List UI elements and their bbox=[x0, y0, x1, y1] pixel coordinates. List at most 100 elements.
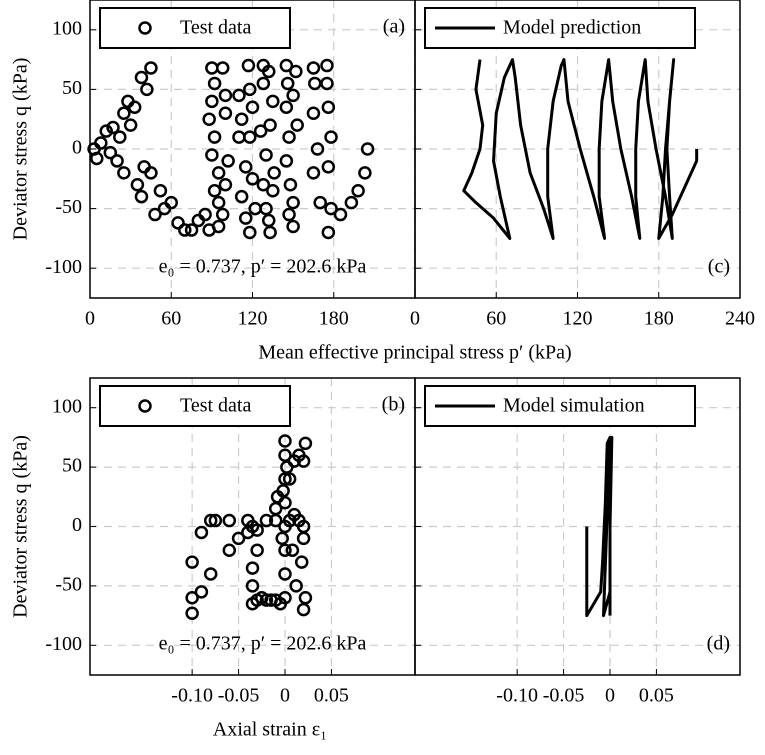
y-tick-label: 100 bbox=[52, 395, 82, 417]
point bbox=[275, 531, 289, 546]
point bbox=[144, 166, 158, 180]
point bbox=[127, 100, 142, 115]
x-tick-label: 180 bbox=[319, 308, 349, 330]
point bbox=[178, 223, 192, 237]
point bbox=[185, 606, 199, 620]
x-tick-label: 240 bbox=[725, 308, 755, 330]
point bbox=[358, 166, 372, 180]
point bbox=[267, 166, 281, 180]
point bbox=[298, 436, 313, 451]
point bbox=[306, 61, 321, 75]
point bbox=[324, 201, 338, 216]
point bbox=[221, 154, 235, 168]
point bbox=[282, 472, 297, 486]
x-tick-label: -0.10 bbox=[496, 685, 538, 707]
point bbox=[94, 136, 108, 150]
point bbox=[90, 151, 104, 166]
point bbox=[211, 166, 226, 180]
point bbox=[211, 219, 226, 234]
legend-label: Test data bbox=[180, 395, 251, 417]
y-tick-label: 0 bbox=[72, 514, 82, 536]
point bbox=[259, 593, 274, 607]
point bbox=[310, 142, 325, 156]
x-tick-label: 0 bbox=[280, 685, 290, 707]
point bbox=[215, 207, 230, 222]
point bbox=[289, 579, 303, 593]
point bbox=[245, 519, 260, 534]
point bbox=[262, 213, 276, 228]
x-axis-label: Mean effective principal stress p′ (kPa) bbox=[258, 342, 571, 364]
point bbox=[296, 454, 311, 468]
point bbox=[198, 207, 212, 222]
point bbox=[185, 555, 199, 569]
point bbox=[243, 130, 257, 144]
legend-box bbox=[99, 385, 291, 427]
point bbox=[270, 490, 285, 504]
point bbox=[238, 211, 253, 225]
point bbox=[279, 58, 294, 73]
point bbox=[282, 207, 296, 222]
point bbox=[184, 223, 199, 237]
point bbox=[320, 76, 334, 91]
point bbox=[278, 591, 292, 605]
x-tick-label: 0 bbox=[605, 685, 615, 707]
point bbox=[134, 189, 149, 204]
point bbox=[185, 591, 199, 605]
annotation: e₀ = 0.737, p′ = 202.6 kPa bbox=[159, 256, 367, 278]
x-tick-label: 0.05 bbox=[314, 685, 349, 707]
point bbox=[285, 543, 300, 558]
y-tick-label: -50 bbox=[55, 196, 82, 218]
panel-label: (c) bbox=[708, 256, 730, 278]
point bbox=[360, 142, 375, 156]
point bbox=[207, 130, 222, 144]
point bbox=[207, 76, 222, 91]
point bbox=[123, 118, 138, 132]
point bbox=[218, 178, 233, 192]
point bbox=[321, 160, 336, 174]
point bbox=[279, 154, 294, 168]
x-tick-label: 60 bbox=[161, 308, 181, 330]
point bbox=[218, 88, 233, 103]
x-tick-label: 0 bbox=[85, 308, 95, 330]
panel-label: (d) bbox=[707, 633, 730, 655]
axes-frame bbox=[414, 377, 741, 676]
point bbox=[110, 154, 124, 168]
point bbox=[306, 106, 321, 120]
y-tick-label: -100 bbox=[45, 256, 82, 278]
legend-label: Model prediction bbox=[503, 17, 641, 39]
point bbox=[286, 195, 300, 210]
y-axis-label: Deviator stress q (kPa) bbox=[10, 58, 32, 241]
point bbox=[241, 58, 256, 73]
line bbox=[462, 58, 699, 240]
y-tick-label: 0 bbox=[72, 137, 82, 159]
axes-frame bbox=[414, 0, 741, 299]
point bbox=[113, 130, 127, 144]
point bbox=[283, 178, 298, 192]
legend-marker bbox=[138, 399, 152, 413]
point bbox=[205, 148, 219, 162]
point bbox=[280, 76, 295, 91]
point bbox=[203, 513, 218, 528]
point bbox=[203, 567, 218, 581]
point bbox=[289, 64, 303, 79]
point bbox=[243, 82, 257, 97]
point bbox=[130, 178, 145, 192]
point bbox=[256, 76, 271, 91]
y-tick-label: -100 bbox=[45, 633, 82, 655]
point bbox=[294, 555, 309, 569]
point bbox=[148, 207, 162, 222]
point bbox=[290, 118, 304, 132]
point bbox=[324, 130, 338, 144]
y-tick-label: 50 bbox=[62, 455, 82, 477]
x-axis-label: Axial strain ε₁ bbox=[213, 719, 327, 741]
point bbox=[103, 145, 118, 160]
point bbox=[259, 148, 273, 162]
x-tick-label: 0 bbox=[410, 308, 420, 330]
panel-label: (a) bbox=[383, 16, 405, 38]
point bbox=[263, 118, 277, 132]
legend-box bbox=[99, 7, 291, 49]
point bbox=[202, 112, 216, 126]
point bbox=[321, 225, 336, 240]
point bbox=[238, 160, 253, 174]
